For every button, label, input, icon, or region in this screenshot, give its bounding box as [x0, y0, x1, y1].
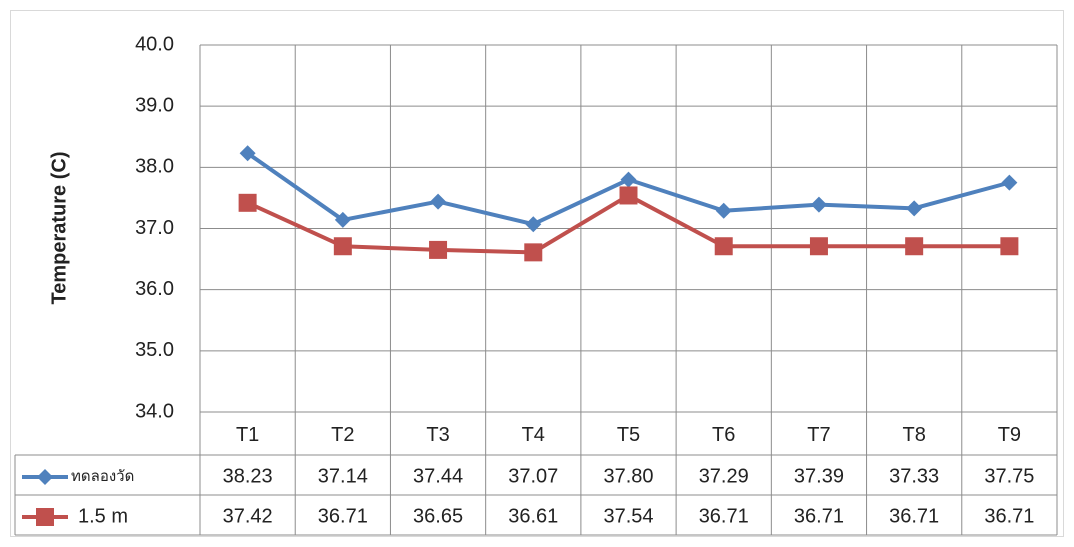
table-value: 37.39: [794, 465, 844, 487]
y-tick-label: 35.0: [135, 339, 174, 361]
table-value: 36.61: [508, 505, 558, 527]
table-value: 36.71: [889, 505, 939, 527]
marker: [905, 237, 924, 256]
y-axis-label: Temperature (C): [48, 152, 70, 305]
y-tick-label: 34.0: [135, 400, 174, 422]
marker: [334, 211, 351, 228]
legend-label: 1.5 m: [78, 505, 128, 527]
table-value: 36.71: [318, 505, 368, 527]
y-tick-label: 39.0: [135, 94, 174, 116]
y-tick-label: 37.0: [135, 217, 174, 239]
marker: [429, 240, 448, 259]
x-tick-label: T5: [617, 424, 640, 446]
table-value: 36.71: [984, 505, 1034, 527]
y-tick-label: 38.0: [135, 156, 174, 178]
marker: [239, 145, 256, 162]
legend-label: ทดลองวัด: [71, 468, 134, 485]
x-tick-label: T6: [712, 424, 735, 446]
chart-border: [10, 10, 1064, 537]
x-tick-label: T3: [426, 424, 449, 446]
marker: [715, 202, 732, 219]
x-tick-label: T8: [902, 424, 925, 446]
table-value: 37.54: [603, 505, 653, 527]
marker: [809, 237, 828, 256]
table-value: 37.75: [984, 465, 1034, 487]
legend-marker: [37, 469, 53, 485]
y-tick-label: 36.0: [135, 278, 174, 300]
x-tick-label: T1: [236, 424, 259, 446]
table-value: 37.14: [318, 465, 368, 487]
table-value: 37.42: [223, 505, 273, 527]
table-value: 38.23: [223, 465, 273, 487]
table-value: 37.44: [413, 465, 463, 487]
table-value: 36.71: [699, 505, 749, 527]
marker: [714, 237, 733, 256]
marker: [1001, 174, 1018, 191]
x-tick-label: T9: [998, 424, 1021, 446]
marker: [333, 237, 352, 256]
legend-marker: [36, 508, 54, 526]
table-value: 37.29: [699, 465, 749, 487]
marker: [524, 243, 543, 262]
y-tick-label: 40.0: [135, 33, 174, 55]
x-tick-label: T7: [807, 424, 830, 446]
marker: [1000, 237, 1019, 256]
table-value: 36.65: [413, 505, 463, 527]
marker: [525, 216, 542, 233]
marker: [906, 200, 923, 217]
table-value: 37.80: [603, 465, 653, 487]
marker: [620, 171, 637, 188]
table-value: 37.07: [508, 465, 558, 487]
marker: [238, 193, 257, 212]
x-tick-label: T2: [331, 424, 354, 446]
x-tick-label: T4: [522, 424, 545, 446]
marker: [810, 196, 827, 213]
marker: [619, 186, 638, 205]
marker: [430, 193, 447, 210]
table-value: 37.33: [889, 465, 939, 487]
table-value: 36.71: [794, 505, 844, 527]
